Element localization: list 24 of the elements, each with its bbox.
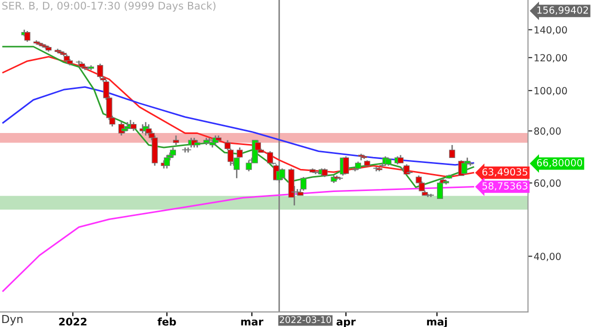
candlestick bbox=[172, 134, 180, 146]
y-tick-label: 80,00 bbox=[534, 127, 561, 136]
candlestick bbox=[170, 146, 176, 158]
candlestick bbox=[449, 144, 456, 158]
candlestick bbox=[97, 63, 104, 80]
text: Dyn bbox=[2, 314, 22, 326]
chart-title: SER. B, D, 09:00-17:30 (9999 Days Back) bbox=[2, 2, 216, 12]
y-tick-label: 140,00 bbox=[534, 26, 567, 35]
text: 66,80000 bbox=[537, 159, 582, 168]
candlestick bbox=[146, 124, 152, 136]
candlestick bbox=[418, 180, 425, 192]
y-tick-label: 100,00 bbox=[534, 87, 567, 96]
data-label: 63,49035 bbox=[482, 168, 528, 177]
candlestick bbox=[436, 180, 444, 200]
data-label: 58,75363 bbox=[482, 182, 528, 191]
y-tick-label: 40,00 bbox=[534, 252, 561, 262]
x-tick-label: 2022 bbox=[59, 318, 86, 326]
y-tick-label: 120,00 bbox=[534, 54, 567, 62]
x-tick-label: mar bbox=[241, 320, 264, 326]
x-tick-label: feb bbox=[158, 318, 176, 326]
text: 156,99402 bbox=[537, 6, 588, 15]
candlestick bbox=[342, 156, 349, 175]
ref-line-label: 2022-03-10 bbox=[280, 316, 332, 324]
y-tick-label: 60,00 bbox=[534, 179, 561, 188]
